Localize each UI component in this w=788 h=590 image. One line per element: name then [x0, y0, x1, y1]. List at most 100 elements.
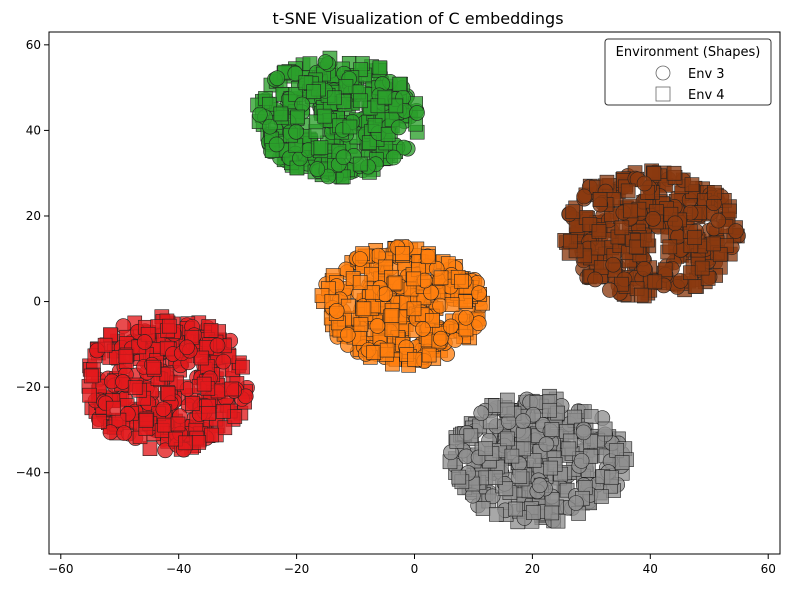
scatter-point-square: [567, 409, 582, 425]
scatter-point-circle: [568, 495, 584, 511]
scatter-point-square: [707, 185, 722, 200]
scatter-point-circle: [538, 436, 555, 452]
scatter-point-circle: [136, 334, 153, 350]
scatter-point-circle: [471, 285, 487, 302]
x-axis: −60 −40 −20 0 20 40 60: [48, 554, 776, 576]
scatter-point-square: [82, 387, 97, 403]
scatter-point-square: [273, 106, 289, 122]
scatter-point-square: [327, 90, 342, 106]
scatter-point-square: [620, 183, 636, 199]
scatter-point-square: [451, 469, 467, 485]
scatter-point-circle: [209, 337, 226, 354]
scatter-point-square: [353, 93, 368, 109]
scatter-point-square: [614, 455, 630, 470]
scatter-point-square: [444, 297, 460, 313]
x-tick-label: 60: [761, 562, 776, 576]
scatter-point-square: [352, 275, 368, 290]
scatter-point-square: [623, 203, 638, 219]
x-tick-label: −60: [48, 562, 73, 576]
scatter-point-square: [526, 453, 542, 468]
scatter-point-square: [590, 240, 606, 256]
legend-box: [604, 38, 772, 106]
scatter-point-square: [647, 274, 663, 290]
scatter-point-square: [684, 177, 700, 192]
scatter-point-square: [646, 166, 662, 181]
scatter-point-square: [395, 246, 410, 261]
scatter-point-square: [583, 409, 599, 424]
scatter-point-circle: [335, 149, 352, 166]
scatter-point-square: [478, 441, 493, 456]
scatter-point-square: [392, 76, 408, 92]
scatter-point-circle: [728, 223, 744, 239]
scatter-point-square: [92, 414, 107, 429]
scatter-point-square: [544, 505, 560, 521]
y-tick-label: 0: [33, 295, 41, 309]
scatter-point-square: [196, 376, 212, 392]
scatter-point-circle: [573, 453, 590, 469]
scatter-point-circle: [320, 168, 337, 185]
scatter-point-square: [406, 271, 422, 287]
scatter-point-square: [366, 345, 382, 360]
scatter-point-square: [372, 60, 388, 76]
scatter-point-circle: [409, 105, 425, 121]
scatter-point-circle: [636, 261, 653, 277]
scatter-point-circle: [415, 321, 431, 337]
legend-entry-label: Env 4: [688, 88, 725, 103]
scatter-point-square: [516, 427, 531, 443]
scatter-point-circle: [328, 303, 345, 319]
scatter-point-square: [235, 359, 250, 375]
scatter-point-circle: [576, 188, 592, 205]
scatter-point-square: [563, 233, 578, 249]
scatter-point-square: [406, 301, 422, 317]
scatter-point-square: [597, 421, 613, 437]
scatter-point-circle: [288, 123, 304, 140]
x-tick-label: 20: [525, 562, 540, 576]
scatter-point-circle: [385, 149, 402, 166]
scatter-point-circle: [602, 282, 618, 298]
scatter-point-square: [157, 417, 172, 433]
scatter-point-circle: [155, 401, 172, 418]
scatter-point-circle: [636, 175, 653, 192]
scatter-point-square: [489, 507, 504, 522]
scatter-point-square: [185, 396, 200, 411]
scatter-point-circle: [294, 96, 310, 113]
scatter-point-square: [591, 224, 607, 239]
scatter-point-square: [687, 279, 703, 294]
scatter-point-square: [191, 435, 207, 450]
scatter-point-square: [362, 135, 377, 150]
scatter-point-square: [662, 239, 678, 255]
scatter-point-circle: [710, 212, 727, 229]
scatter-point-square: [633, 287, 649, 303]
scatter-points: [81, 50, 746, 530]
scatter-point-square: [565, 204, 581, 220]
scatter-point-square: [352, 156, 368, 172]
scatter-point-circle: [390, 119, 407, 136]
scatter-point-square: [146, 359, 161, 375]
scatter-point-circle: [377, 286, 393, 302]
scatter-point-square: [614, 220, 630, 236]
scatter-point-square: [178, 435, 194, 451]
legend-circle-marker: [655, 65, 671, 81]
scatter-point-circle: [116, 425, 132, 441]
scatter-point-square: [203, 323, 219, 338]
scatter-point-square: [364, 285, 380, 300]
scatter-point-square: [420, 249, 436, 265]
scatter-point-square: [433, 270, 449, 286]
scatter-point-circle: [458, 309, 474, 326]
scatter-point-square: [204, 427, 219, 443]
scatter-point-square: [604, 470, 619, 485]
scatter-point-circle: [605, 256, 622, 273]
scatter-point-circle: [473, 405, 490, 421]
scatter-point-square: [118, 348, 134, 364]
scatter-point-circle: [667, 215, 683, 232]
scatter-point-square: [407, 351, 422, 367]
y-axis: −40 −20 0 20 40 60: [16, 38, 49, 480]
scatter-point-square: [500, 402, 515, 418]
scatter-point-square: [388, 98, 404, 114]
scatter-point-square: [106, 400, 121, 416]
scatter-point-square: [421, 347, 437, 363]
scatter-point-square: [194, 350, 209, 366]
scatter-point-square: [592, 192, 608, 207]
x-tick-label: −20: [284, 562, 309, 576]
